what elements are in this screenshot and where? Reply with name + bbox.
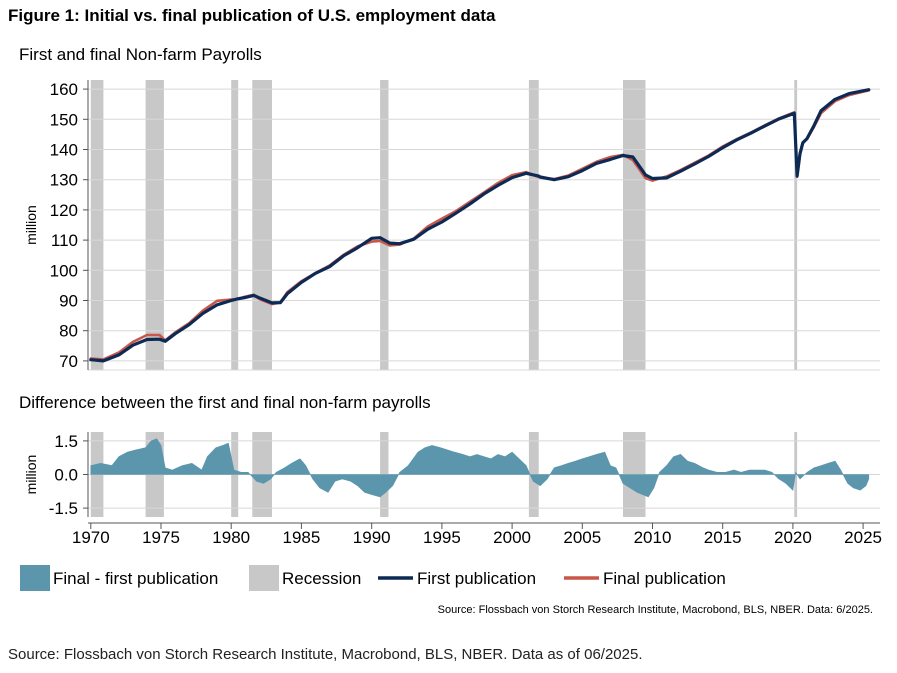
x-tick-label: 1995 xyxy=(423,528,461,547)
panel-1-y-tick-label: 160 xyxy=(50,80,78,99)
x-tick-label: 1975 xyxy=(142,528,180,547)
x-tick-label: 2000 xyxy=(493,528,531,547)
panel-2-y-tick-label: 1.5 xyxy=(54,432,78,451)
panel-2-y-tick-label: 0.0 xyxy=(54,466,78,485)
source-note-chart: Source: Flossbach von Storch Research In… xyxy=(437,604,873,616)
panel-1-y-tick-label: 80 xyxy=(59,322,78,341)
x-tick-label: 2005 xyxy=(563,528,601,547)
x-tick-label: 1980 xyxy=(212,528,250,547)
panel-1-y-tick-label: 70 xyxy=(59,352,78,371)
source-note-bottom: Source: Flossbach von Storch Research In… xyxy=(8,646,643,663)
series-final-minus-first-area xyxy=(90,438,870,498)
series-final-publicationline xyxy=(89,89,871,361)
panel-1-recession-band xyxy=(528,80,539,370)
legend-label: First publication xyxy=(417,569,536,588)
panel-1-y-tick-label: 100 xyxy=(50,261,78,280)
x-tick-label: 2020 xyxy=(774,528,812,547)
panel-2-y-axis-label: million xyxy=(23,455,39,495)
legend-item: Final - first publication xyxy=(20,565,218,591)
x-tick-label: 1970 xyxy=(72,528,110,547)
figure-title: Figure 1: Initial vs. final publication … xyxy=(8,6,496,25)
panel-1-recession-band xyxy=(794,80,798,370)
panel-1-y-tick-label: 150 xyxy=(50,110,78,129)
x-tick-label: 1990 xyxy=(353,528,391,547)
x-tick-label: 2015 xyxy=(704,528,742,547)
legend-label: Final publication xyxy=(603,569,726,588)
panel-1-y-tick-label: 110 xyxy=(51,231,78,250)
panel-1-recession-band xyxy=(231,80,239,370)
panel-1-y-tick-label: 90 xyxy=(59,292,78,311)
panel-1-recession-band xyxy=(252,80,272,370)
legend-swatch xyxy=(20,565,50,591)
panel-1-title: First and final Non-farm Payrolls xyxy=(19,45,262,64)
panel-2-title: Difference between the first and final n… xyxy=(19,393,431,412)
x-tick-label: 1985 xyxy=(282,528,320,547)
panel-1-y-tick-label: 120 xyxy=(50,201,78,220)
legend-label: Final - first publication xyxy=(53,569,218,588)
panel-1-y-tick-label: 140 xyxy=(50,141,78,160)
panel-1-y-axis-label: million xyxy=(23,205,39,245)
panel-1-recession-band xyxy=(90,80,104,370)
legend-label: Recession xyxy=(282,569,361,588)
panel-1-y-tick-label: 130 xyxy=(50,171,78,190)
panel-1-recession-band xyxy=(623,80,646,370)
legend-item: Final publication xyxy=(564,569,726,588)
legend-swatch xyxy=(249,565,279,591)
panel-1-recession-band xyxy=(145,80,164,370)
legend-item: Recession xyxy=(249,565,361,591)
x-tick-label: 2025 xyxy=(844,528,882,547)
legend-item: First publication xyxy=(378,569,536,588)
series-first-publicationline xyxy=(89,88,871,363)
x-tick-label: 2010 xyxy=(634,528,672,547)
panel-1-recession-band xyxy=(380,80,389,370)
panel-2-y-tick-label: -1.5 xyxy=(49,499,78,518)
